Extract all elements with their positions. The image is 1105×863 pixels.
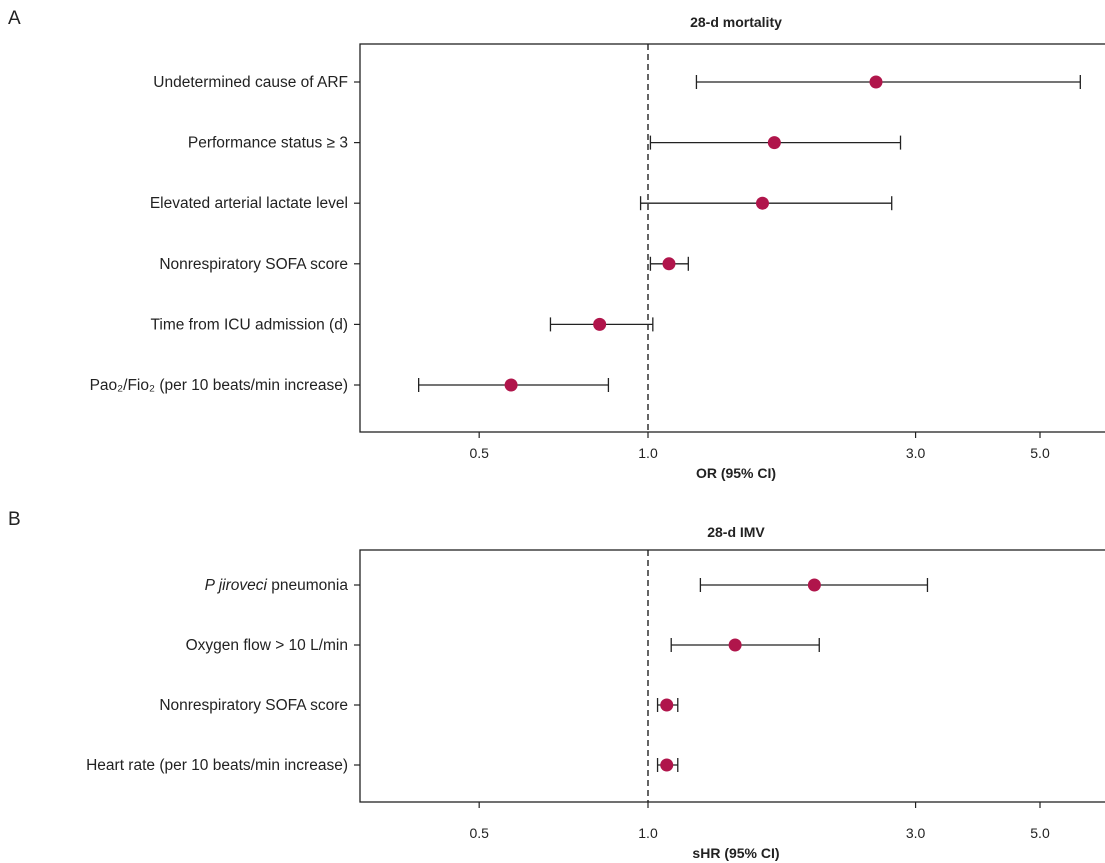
panel-a-x-tick-label-0: 0.5 bbox=[469, 445, 489, 461]
panel-b-row-label-1: Oxygen flow > 10 L/min bbox=[186, 637, 348, 654]
panel-b-point-3 bbox=[660, 758, 674, 772]
panel-a-point-1 bbox=[767, 136, 781, 150]
panel-a-point-0 bbox=[869, 75, 883, 89]
panel-a-row-label-0: Undetermined cause of ARF bbox=[153, 74, 348, 91]
panel-b-x-tick-label-3: 5.0 bbox=[1030, 825, 1050, 841]
panel-b-x-tick-label-2: 3.0 bbox=[906, 825, 926, 841]
panel-a-x-tick-label-3: 5.0 bbox=[1030, 445, 1050, 461]
panel-a-point-5 bbox=[504, 378, 518, 392]
panel-b-plot-frame bbox=[359, 549, 1105, 803]
panel-a-point-4 bbox=[593, 317, 607, 331]
panel-a-row-label-2: Elevated arterial lactate level bbox=[150, 195, 348, 212]
panel-a-row-label-4: Time from ICU admission (d) bbox=[150, 316, 348, 333]
panel-b-point-0 bbox=[807, 578, 821, 592]
panel-b-row-label-0: P jiroveci pneumonia bbox=[205, 577, 349, 594]
panel-b-marks: 0.5 1.0 3.0 5.0 P jiroveci pneumonia Oxygen f… bbox=[86, 577, 1050, 841]
panel-a-row-label-3: Nonrespiratory SOFA score bbox=[159, 256, 348, 273]
panel-a-point-2 bbox=[755, 196, 769, 210]
panel-a: A 28-d mortality 0.5 1.0 3.0 5.0 Undetermine… bbox=[8, 8, 1105, 481]
panel-b-point-2 bbox=[660, 698, 674, 712]
panel-a-point-3 bbox=[662, 257, 676, 271]
panel-a-x-tick-label-1: 1.0 bbox=[638, 445, 658, 461]
panel-b-letter: B bbox=[8, 509, 21, 530]
panel-a-row-label-5: Pao₂/Fio₂ (per 10 beats/min increase) bbox=[90, 377, 348, 394]
panel-b-row-label-3: Heart rate (per 10 beats/min increase) bbox=[86, 757, 348, 774]
panel-b-x-axis-label: sHR (95% CI) bbox=[692, 845, 779, 861]
panel-b-x-tick-label-1: 1.0 bbox=[638, 825, 658, 841]
panel-a-plot-frame bbox=[359, 43, 1105, 433]
panel-b-title: 28-d IMV bbox=[707, 524, 765, 540]
panel-a-letter: A bbox=[8, 8, 21, 29]
panel-a-row-label-1: Performance status ≥ 3 bbox=[188, 135, 348, 152]
panel-a-marks: 0.5 1.0 3.0 5.0 Undetermined cause of ARF Per… bbox=[90, 74, 1081, 461]
panel-b-point-1 bbox=[728, 638, 742, 652]
panel-b-row-label-2: Nonrespiratory SOFA score bbox=[159, 697, 348, 714]
panel-a-x-tick-label-2: 3.0 bbox=[906, 445, 926, 461]
panel-b-x-tick-label-0: 0.5 bbox=[469, 825, 489, 841]
panel-b: B 28-d IMV 0.5 1.0 3.0 5.0 P jiroveci pneumo… bbox=[8, 509, 1105, 861]
panel-a-x-axis-label: OR (95% CI) bbox=[696, 465, 776, 481]
panel-a-title: 28-d mortality bbox=[690, 14, 782, 30]
